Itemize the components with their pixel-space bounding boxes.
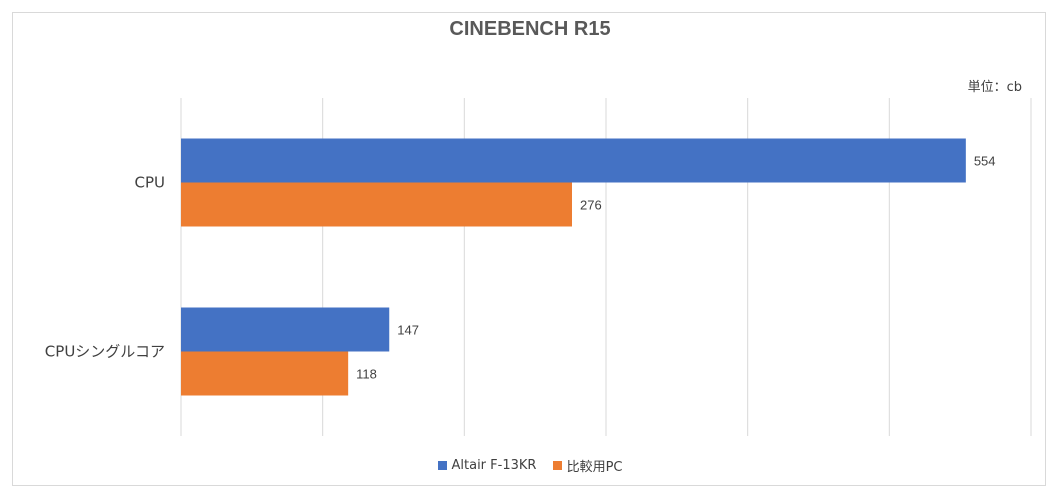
legend-item-series-2: 比較用PC	[552, 456, 623, 475]
data-label: 554	[974, 154, 996, 169]
legend-item-series-1: Altair F-13KR	[437, 458, 537, 473]
data-label: 147	[397, 323, 419, 338]
chart-title: CINEBENCH R15	[449, 18, 611, 40]
legend: Altair F-13KR 比較用PC	[0, 456, 1060, 475]
legend-swatch-series-2	[552, 461, 562, 470]
labels: CPU 554 276 CPUシングルコア 147 118	[45, 154, 996, 382]
chart-frame	[12, 12, 1046, 486]
category-label: CPUシングルコア	[45, 343, 165, 361]
bars	[181, 138, 966, 396]
bar	[181, 138, 966, 183]
legend-label-series-2: 比較用PC	[566, 460, 623, 475]
data-label: 276	[580, 198, 602, 213]
data-label: 118	[356, 367, 377, 382]
bar	[181, 307, 390, 352]
category-label: CPU	[135, 174, 166, 192]
legend-swatch-series-1	[437, 461, 447, 470]
bar	[181, 182, 572, 227]
unit-label: 単位：cb	[967, 80, 1022, 95]
bar	[181, 351, 349, 396]
legend-label-series-1: Altair F-13KR	[451, 458, 537, 473]
